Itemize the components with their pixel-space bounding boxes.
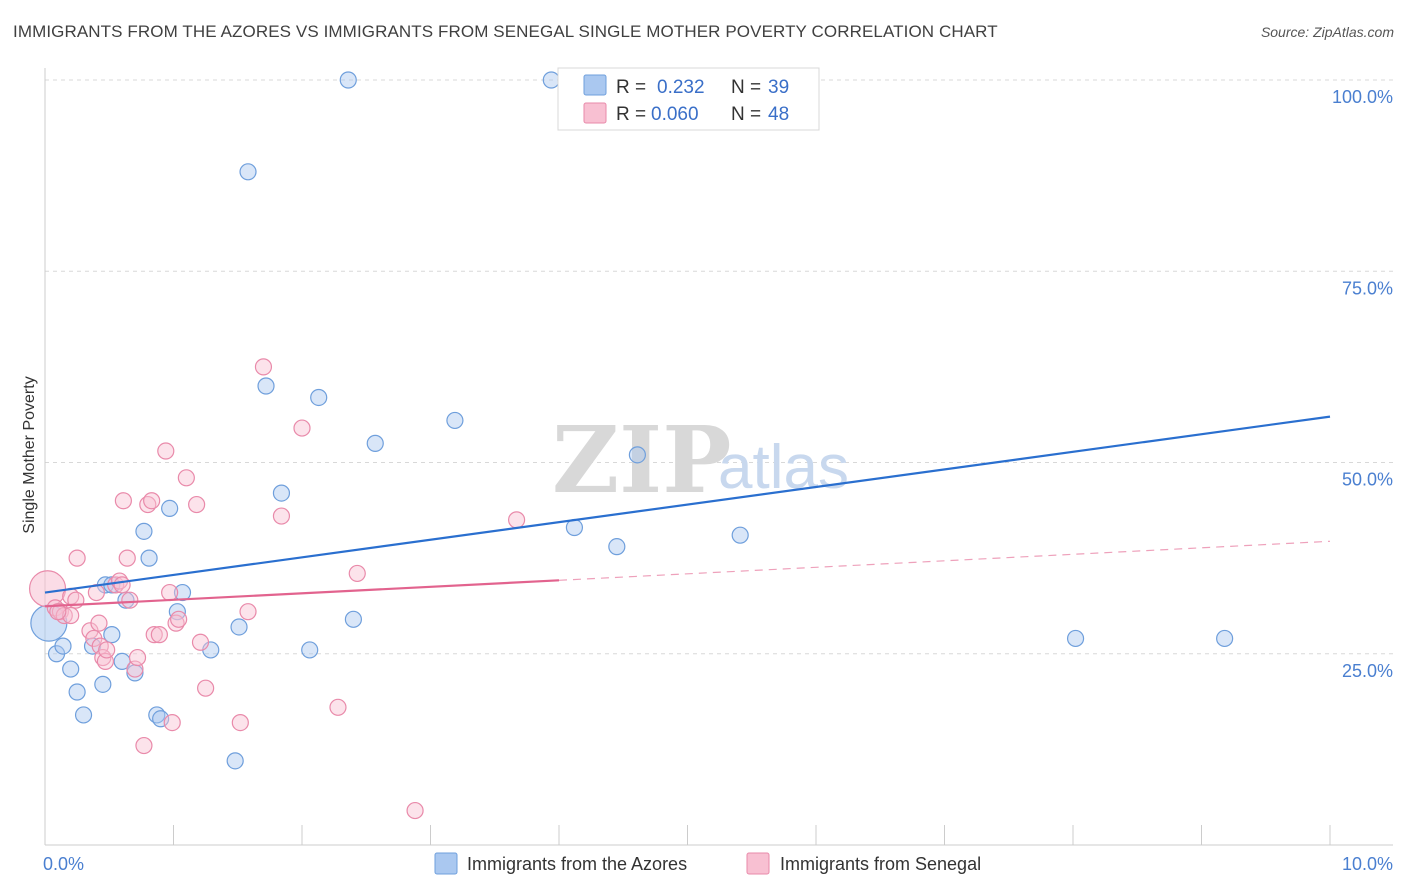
- data-point: [94, 675, 112, 693]
- data-point: [54, 637, 72, 655]
- data-point: [344, 610, 362, 628]
- legend-bottom-swatch-senegal: [746, 852, 770, 875]
- y-tick-label: 50.0%: [1342, 470, 1393, 490]
- y-axis-label: Single Mother Poverty: [21, 376, 38, 533]
- trend-line-senegal-extension: [558, 540, 1331, 581]
- data-point: [301, 641, 319, 659]
- y-tick-label: 25.0%: [1342, 661, 1393, 681]
- legend-r-label-1: R =: [616, 77, 646, 98]
- x-tick-labels: 0.0% 10.0%: [43, 854, 1393, 874]
- legend-n-label-2: N =: [731, 104, 761, 125]
- data-point: [628, 446, 646, 464]
- data-point: [90, 614, 108, 632]
- data-point: [272, 507, 291, 525]
- y-tick-label: 75.0%: [1342, 278, 1393, 298]
- data-point: [239, 603, 257, 621]
- data-point: [143, 492, 161, 510]
- data-point: [257, 377, 275, 395]
- data-point: [74, 706, 93, 724]
- watermark: ZIP atlas: [552, 406, 849, 514]
- data-point: [113, 576, 131, 594]
- data-point: [103, 626, 121, 644]
- data-point: [118, 549, 136, 567]
- data-point: [135, 522, 153, 540]
- data-point: [188, 495, 206, 514]
- data-point: [1066, 629, 1085, 648]
- trend-lines: [44, 415, 1331, 608]
- data-point: [121, 591, 139, 609]
- gridlines: [45, 79, 1393, 655]
- data-point: [161, 499, 179, 517]
- data-point: [231, 713, 249, 732]
- legend-swatch-azores: [583, 74, 607, 96]
- data-point: [145, 626, 163, 644]
- legend-r-value-2: 0.060: [651, 104, 699, 125]
- legend-swatch-senegal: [583, 102, 607, 124]
- data-point: [161, 583, 179, 602]
- data-point: [173, 583, 192, 602]
- data-point: [135, 736, 153, 755]
- data-point: [150, 626, 168, 644]
- legend-bottom-label-azores: Immigrants from the Azores: [467, 854, 687, 874]
- legend-bottom: Immigrants from the Azores Immigrants fr…: [434, 852, 981, 875]
- data-point: [157, 442, 175, 460]
- data-point: [366, 434, 384, 452]
- data-point: [406, 801, 424, 820]
- data-point: [62, 660, 80, 678]
- data-point: [68, 549, 86, 567]
- data-point: [177, 469, 195, 487]
- trend-line-senegal: [44, 579, 560, 608]
- data-point: [230, 618, 248, 636]
- data-point: [191, 633, 210, 651]
- data-point: [272, 484, 291, 502]
- chart-title: IMMIGRANTS FROM THE AZORES VS IMMIGRANTS…: [13, 22, 998, 41]
- data-point: [608, 538, 626, 556]
- data-point: [68, 683, 86, 701]
- watermark-zip: ZIP: [552, 406, 731, 514]
- data-point: [254, 358, 273, 376]
- data-point: [731, 526, 749, 544]
- x-tick-label-min: 0.0%: [43, 854, 84, 874]
- data-point: [170, 610, 188, 628]
- data-point: [128, 648, 147, 667]
- data-point: [293, 419, 311, 437]
- data-point: [98, 641, 116, 659]
- y-tick-labels: 25.0% 50.0% 75.0% 100.0%: [1332, 87, 1393, 681]
- series-senegal: [28, 358, 526, 820]
- data-point: [239, 163, 257, 181]
- data-point: [140, 549, 158, 567]
- legend-r-value-1: 0.232: [657, 77, 705, 98]
- y-tick-label: 100.0%: [1332, 87, 1393, 107]
- legend-bottom-label-senegal: Immigrants from Senegal: [780, 854, 981, 874]
- data-point: [446, 411, 464, 430]
- data-point: [348, 564, 366, 583]
- legend-top: R = 0.232 N = 39 R = 0.060 N = 48: [557, 67, 820, 131]
- legend-n-label-1: N =: [731, 77, 761, 98]
- trend-line-azores: [44, 415, 1331, 594]
- data-point: [163, 713, 181, 732]
- data-point: [339, 71, 357, 89]
- legend-n-value-1: 39: [768, 77, 789, 98]
- data-point: [507, 511, 526, 529]
- data-point: [226, 752, 244, 770]
- data-point: [329, 698, 347, 716]
- axes: [44, 68, 1393, 846]
- chart-source: Source: ZipAtlas.com: [1260, 24, 1394, 40]
- legend-n-value-2: 48: [768, 104, 789, 125]
- data-point: [310, 388, 328, 407]
- data-point: [49, 603, 67, 621]
- legend-r-label-2: R =: [616, 104, 646, 125]
- x-tick-label-max: 10.0%: [1342, 854, 1393, 874]
- data-point: [197, 679, 215, 697]
- legend-bottom-swatch-azores: [434, 852, 458, 875]
- data-point: [114, 492, 132, 510]
- data-point: [542, 71, 560, 89]
- data-point: [62, 606, 80, 625]
- data-point: [1216, 629, 1234, 648]
